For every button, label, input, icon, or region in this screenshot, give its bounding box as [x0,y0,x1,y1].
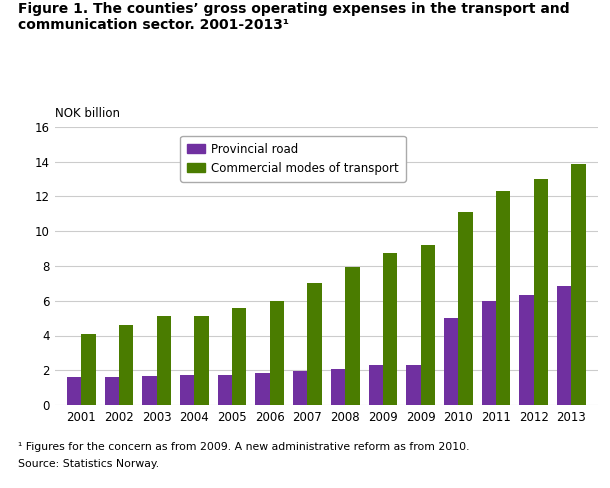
Bar [458,212,473,405]
Bar [81,334,96,405]
Bar [195,316,209,405]
Bar [307,284,322,405]
Bar [368,365,383,405]
Bar [345,267,359,405]
Bar [293,371,307,405]
Bar [572,164,586,405]
Bar [142,376,157,405]
Text: communication sector. 2001-2013¹: communication sector. 2001-2013¹ [18,18,289,32]
Bar [157,316,171,405]
Text: Source: Statistics Norway.: Source: Statistics Norway. [18,459,159,468]
Text: NOK billion: NOK billion [55,106,120,120]
Bar [67,377,81,405]
Bar [406,365,421,405]
Legend: Provincial road, Commercial modes of transport: Provincial road, Commercial modes of tra… [180,136,406,182]
Text: Figure 1. The counties’ gross operating expenses in the transport and: Figure 1. The counties’ gross operating … [18,2,570,17]
Bar [218,375,232,405]
Bar [119,325,134,405]
Bar [180,375,195,405]
Bar [270,301,284,405]
Bar [557,286,572,405]
Bar [496,191,511,405]
Bar [534,179,548,405]
Bar [383,253,397,405]
Bar [444,318,458,405]
Text: ¹ Figures for the concern as from 2009. A new administrative reform as from 2010: ¹ Figures for the concern as from 2009. … [18,442,470,451]
Bar [482,301,496,405]
Bar [256,373,270,405]
Bar [331,368,345,405]
Bar [105,377,119,405]
Bar [519,295,534,405]
Bar [232,308,246,405]
Bar [421,245,435,405]
